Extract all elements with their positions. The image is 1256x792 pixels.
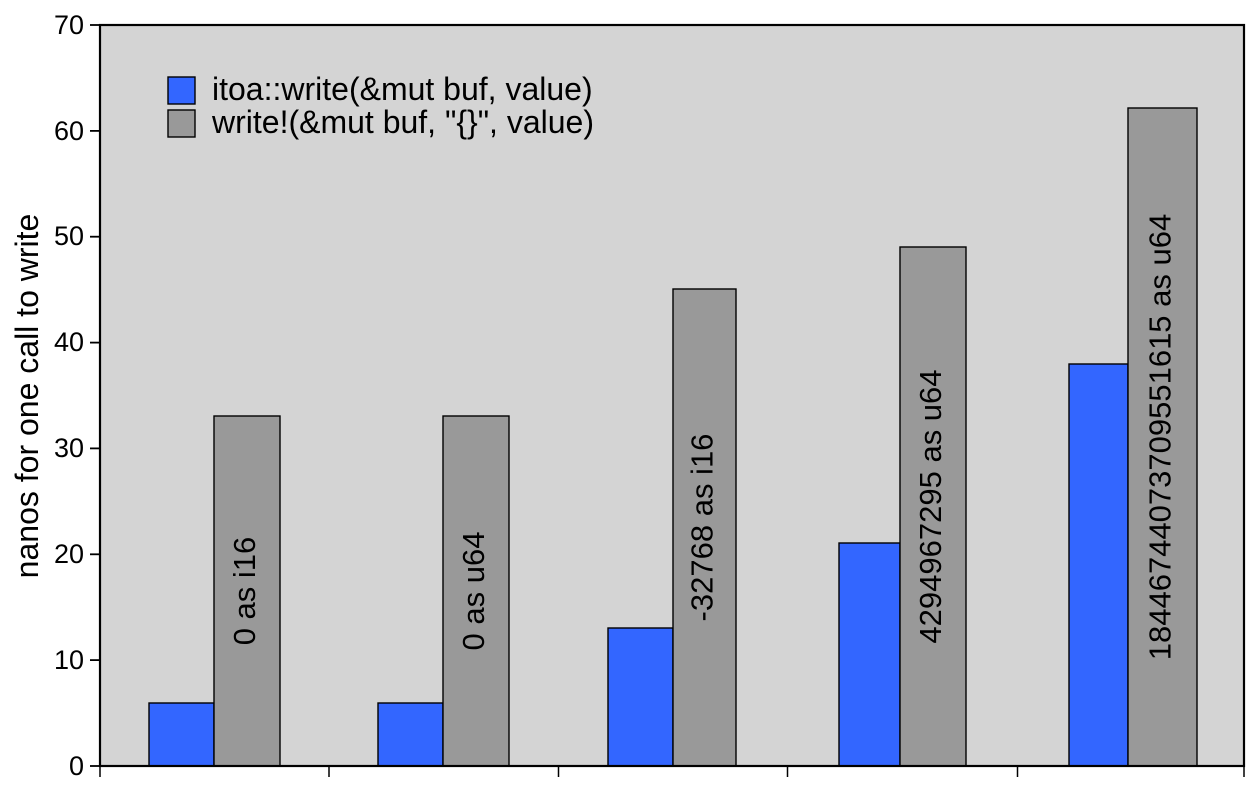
svg-text:itoa::write(&mut buf, value): itoa::write(&mut buf, value) [212, 71, 593, 107]
svg-text:40: 40 [54, 327, 84, 357]
svg-text:0: 0 [69, 751, 84, 781]
svg-text:50: 50 [54, 221, 84, 251]
svg-text:4294967295 as u64: 4294967295 as u64 [913, 369, 948, 643]
svg-text:0 as u64: 0 as u64 [456, 532, 491, 651]
svg-text:0 as i16: 0 as i16 [227, 537, 262, 646]
svg-text:70: 70 [54, 10, 84, 40]
svg-text:18446744073709551615 as u64: 18446744073709551615 as u64 [1143, 214, 1178, 661]
svg-text:10: 10 [54, 645, 84, 675]
svg-text:30: 30 [54, 433, 84, 463]
svg-text:nanos for one call to write: nanos for one call to write [9, 214, 45, 579]
svg-text:20: 20 [54, 539, 84, 569]
svg-text:60: 60 [54, 116, 84, 146]
svg-text:write!(&mut buf, "{}", value): write!(&mut buf, "{}", value) [211, 104, 594, 140]
svg-text:-32768 as i16: -32768 as i16 [685, 434, 720, 622]
